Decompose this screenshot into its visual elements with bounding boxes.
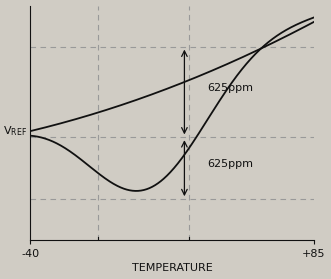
X-axis label: TEMPERATURE: TEMPERATURE: [131, 263, 212, 273]
Text: V$_{\mathrm{REF}}$: V$_{\mathrm{REF}}$: [3, 124, 27, 138]
Text: 625ppm: 625ppm: [207, 83, 253, 93]
Text: 625ppm: 625ppm: [207, 159, 253, 169]
